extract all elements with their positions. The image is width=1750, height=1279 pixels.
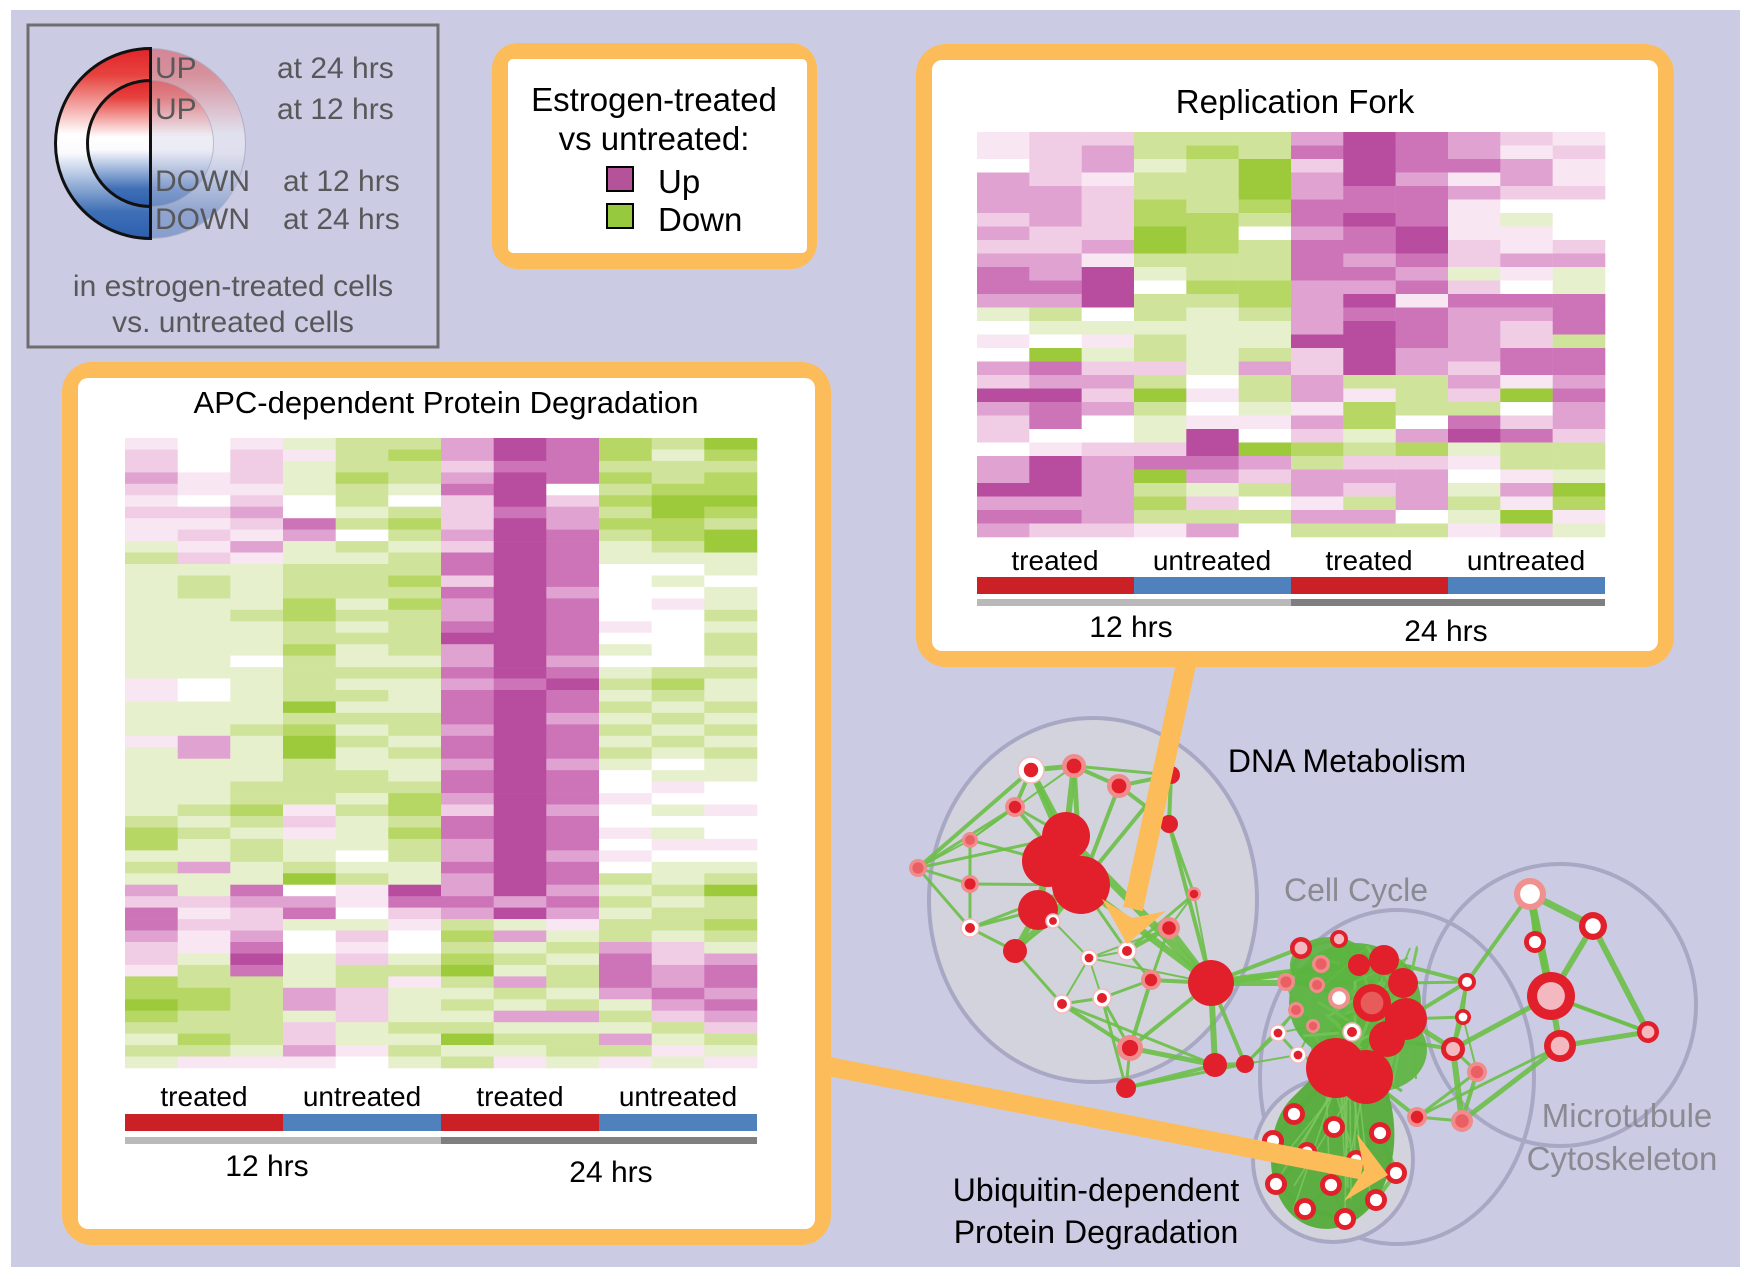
svg-text:Cell Cycle: Cell Cycle <box>1284 872 1428 908</box>
svg-text:vs untreated:: vs untreated: <box>559 120 750 157</box>
svg-text:Down: Down <box>658 201 742 238</box>
svg-text:12 hrs: 12 hrs <box>225 1150 308 1183</box>
svg-text:treated: treated <box>160 1081 247 1112</box>
svg-text:Microtubule: Microtubule <box>1542 1097 1713 1134</box>
svg-text:at 12 hrs: at 12 hrs <box>277 93 394 126</box>
svg-text:UP: UP <box>155 93 197 126</box>
svg-text:Ubiquitin-dependent: Ubiquitin-dependent <box>953 1172 1240 1208</box>
svg-text:Cytoskeleton: Cytoskeleton <box>1527 1140 1718 1177</box>
svg-text:Replication Fork: Replication Fork <box>1176 83 1415 120</box>
svg-text:at 24 hrs: at 24 hrs <box>277 52 394 85</box>
svg-text:24 hrs: 24 hrs <box>1404 615 1487 648</box>
svg-text:Up: Up <box>658 163 700 200</box>
svg-text:at 12 hrs: at 12 hrs <box>283 165 400 198</box>
svg-text:APC-dependent Protein Degradat: APC-dependent Protein Degradation <box>194 385 699 420</box>
svg-text:Protein Degradation: Protein Degradation <box>954 1214 1239 1250</box>
svg-text:untreated: untreated <box>619 1081 737 1112</box>
svg-text:DOWN: DOWN <box>155 165 250 198</box>
svg-text:treated: treated <box>1325 545 1412 576</box>
svg-text:treated: treated <box>1011 545 1098 576</box>
svg-text:24 hrs: 24 hrs <box>569 1156 652 1189</box>
svg-text:untreated: untreated <box>1153 545 1271 576</box>
svg-text:DOWN: DOWN <box>155 203 250 236</box>
svg-text:vs. untreated cells: vs. untreated cells <box>112 306 354 339</box>
svg-text:untreated: untreated <box>303 1081 421 1112</box>
svg-text:treated: treated <box>476 1081 563 1112</box>
svg-text:in estrogen-treated cells: in estrogen-treated cells <box>73 270 393 303</box>
svg-text:Estrogen-treated: Estrogen-treated <box>531 81 777 118</box>
svg-text:DNA Metabolism: DNA Metabolism <box>1228 743 1466 779</box>
svg-text:UP: UP <box>155 52 197 85</box>
svg-text:untreated: untreated <box>1467 545 1585 576</box>
svg-text:12 hrs: 12 hrs <box>1089 611 1172 644</box>
svg-text:at 24 hrs: at 24 hrs <box>283 203 400 236</box>
